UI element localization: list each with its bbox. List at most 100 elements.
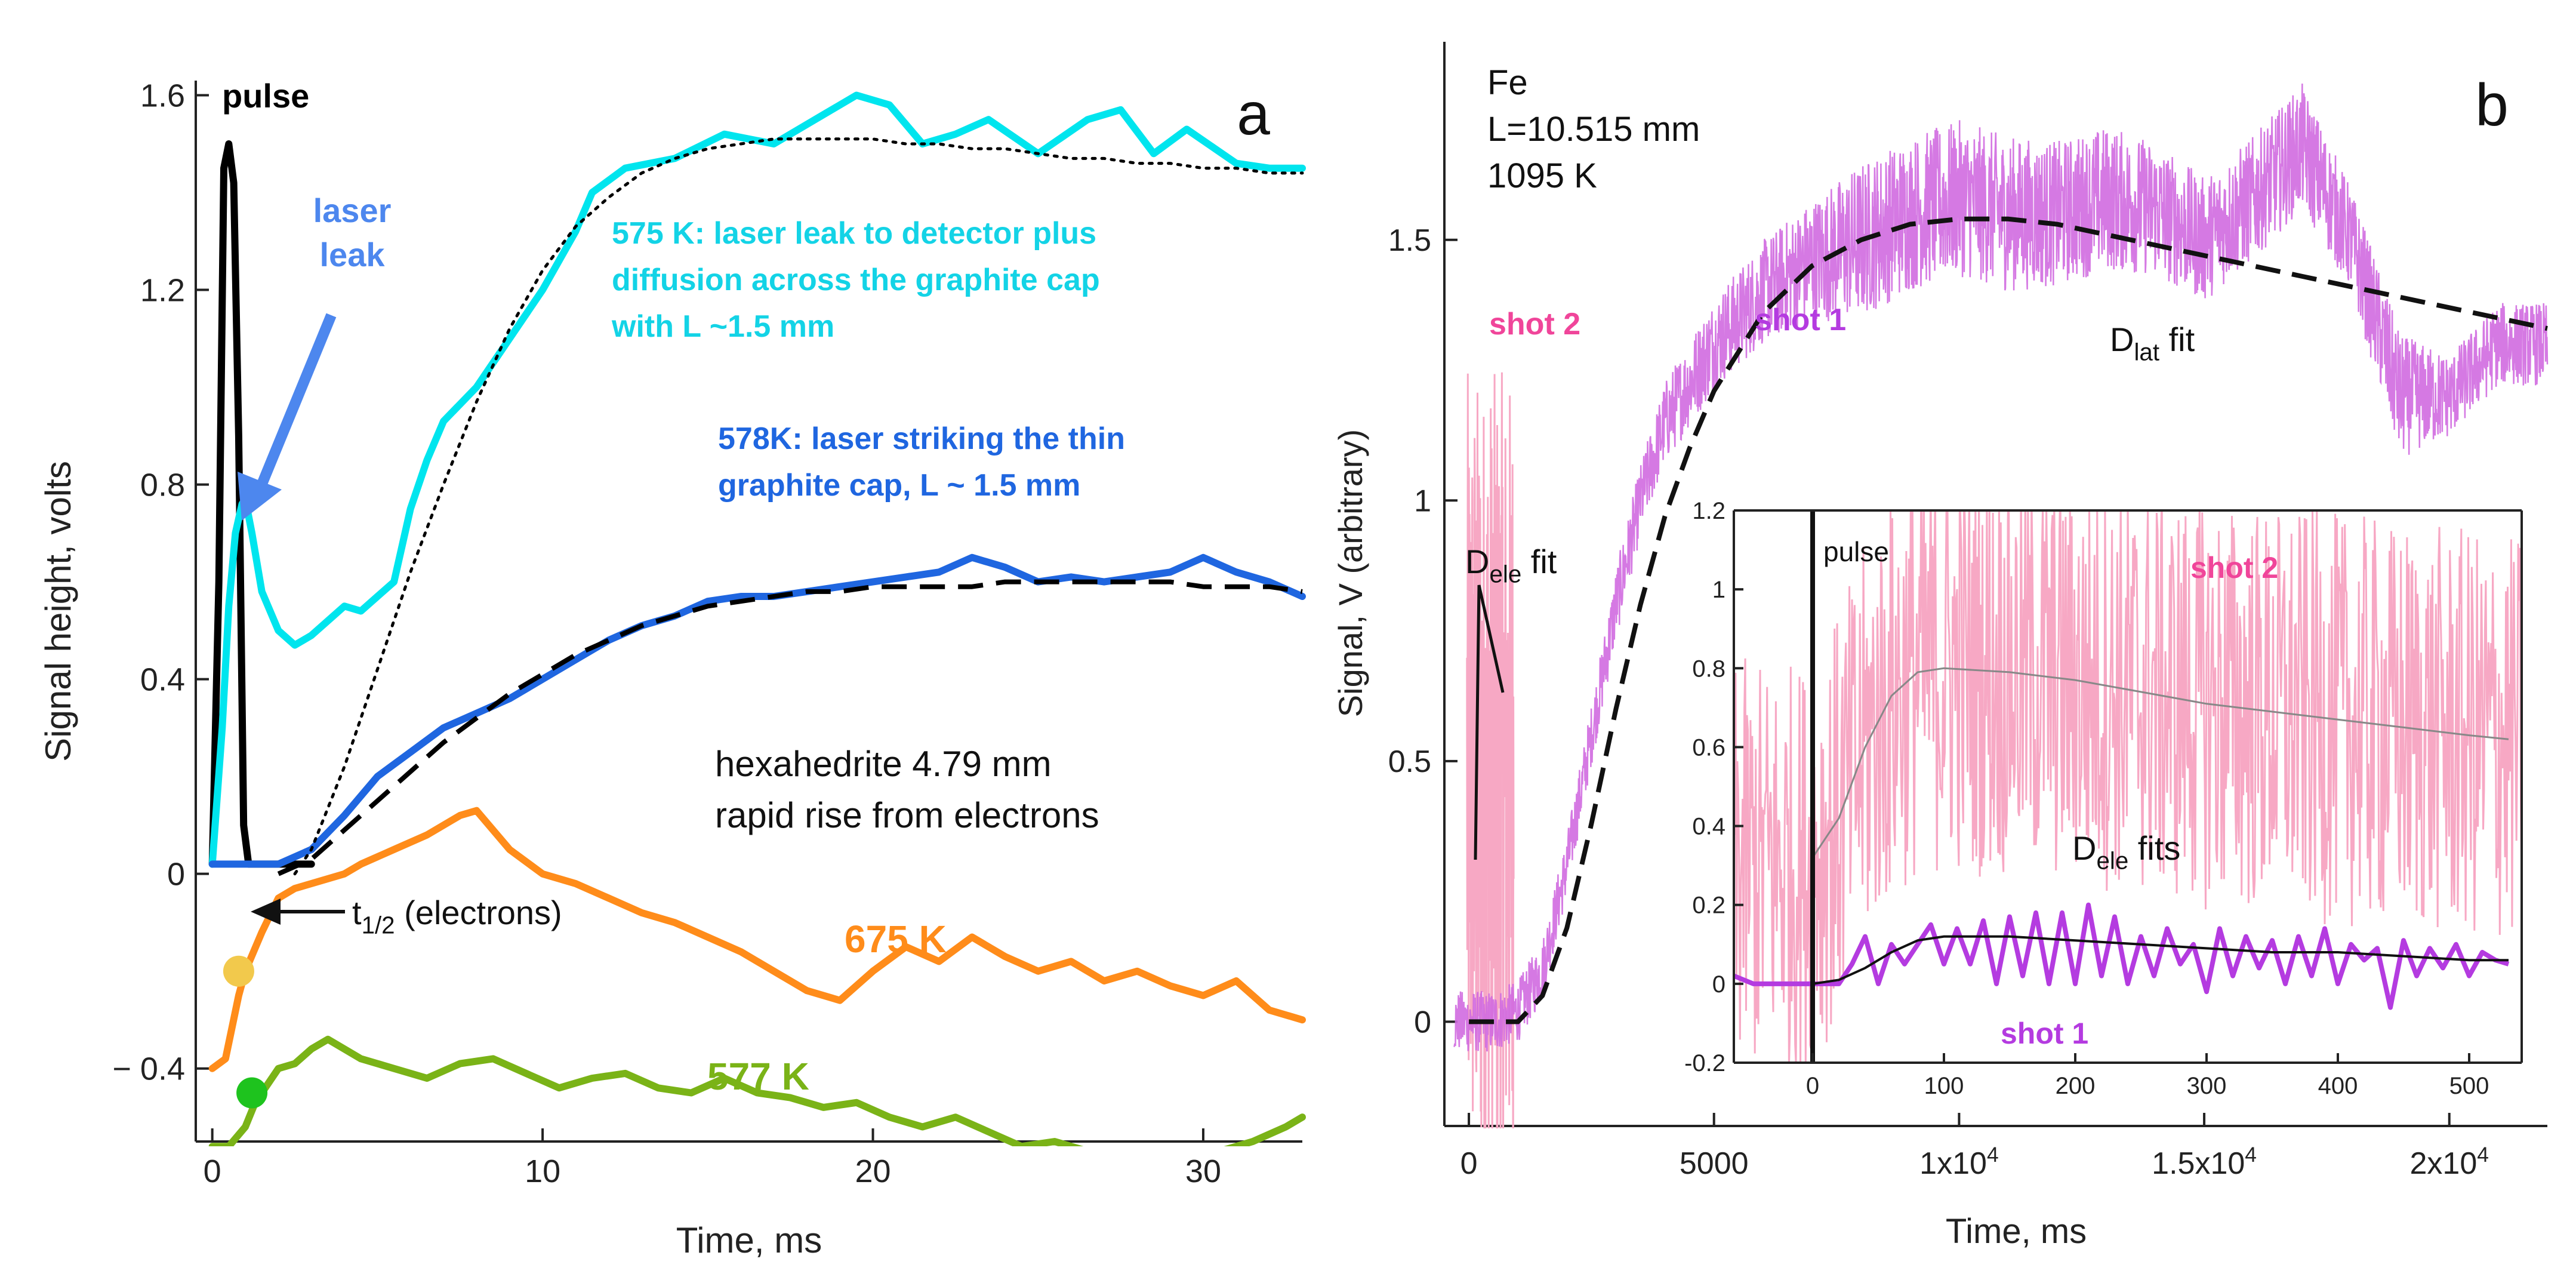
x-tick-label: 300 [2187,1073,2227,1099]
annotation-cyan-note-line-0: 575 K: laser leak to detector plus [612,216,1096,251]
x-tick-label: 200 [2056,1073,2096,1099]
label-dele-fit-suffix: fit [1521,543,1557,580]
annotation-laser-leak-line-1: leak [320,236,386,273]
x-axis-title: Time, ms [676,1220,822,1260]
annotation-cyan-note-line-1: diffusion across the graphite cap [612,263,1100,297]
x-tick-label: 30 [1185,1153,1221,1189]
dele-fit-pointer [1474,584,1505,860]
annotation-577k: 577 K [707,1055,809,1098]
x-tick-label-exp: 4 [1987,1143,1999,1167]
x-tick-label-base: 1x10 [1919,1146,1987,1181]
series-line-3 [208,807,1306,1072]
inset-label-dele-fits-sub: ele [2096,847,2128,875]
inset-label-dele-fits-suffix: fits [2128,829,2180,867]
annotation-pulse: pulse [222,77,309,115]
x-tick-label-exp: 4 [2245,1143,2257,1167]
y-tick-label: 0 [1414,1005,1431,1040]
x-tick-label: 2x104 [2410,1143,2489,1181]
y-tick-label: 1.2 [140,272,185,308]
label-dele-fit: Dele fit [1465,543,1557,588]
label-dlat-fit-suffix: fit [2159,321,2195,358]
inset-shot1-line [1734,902,2510,1010]
label-dlat-fit-base: D [2110,321,2134,358]
series-line-5 [293,137,1304,876]
y-tick-label: 0.5 [1388,744,1431,779]
y-tick-label: 0.2 [1692,893,1725,919]
x-tick-label: 1x104 [1919,1143,1998,1181]
y-tick-label: 0.6 [1692,734,1725,761]
y-tick-label: 0.4 [1692,814,1725,840]
series-line-2 [208,553,1306,868]
plot-area-b [1453,83,2549,1128]
x-tick-label: 500 [2449,1073,2489,1099]
y-tick-label: 0.8 [1692,656,1725,682]
x-tick-label: 20 [855,1153,890,1189]
annotation-t-half-base: t [352,894,362,931]
y-tick-label: − 0.4 [112,1051,185,1087]
x-tick-label: 1.5x104 [2152,1143,2257,1181]
annotation-sample-note-line-0: hexahedrite 4.79 mm [715,744,1052,784]
inset-shot1-fit [1812,935,2509,985]
annotation-cyan-note-line-2: with L ~1.5 mm [611,309,834,344]
shot1-noise-trace [1453,83,2549,1052]
panel-label-a: a [1237,81,1270,147]
label-dele-fit-sub: ele [1489,561,1521,588]
inset-label-shot2: shot 2 [2190,551,2278,584]
inset: 0 100 200 300 400 500 -0.2 0 0.2 0.4 0.6 0.8 1 1.2 pul… [1684,498,2523,1099]
series-line-1 [208,91,1306,868]
y-tick-label: 1.6 [140,78,185,113]
series-line-4 [208,1035,1306,1146]
dlat-fit-line [1469,216,2548,1024]
y-tick-label: 1.2 [1692,498,1725,524]
y-axis-title: Signal, V (arbitrary) [1332,429,1369,717]
laser-leak-arrow-shaft [257,313,337,485]
annotation-sample-note-line-1: rapid rise from electrons [715,795,1099,835]
sample-info-line-0: Fe [1487,63,1528,102]
x-tick-label-exp: 4 [2477,1143,2489,1167]
y-tick-label: 1 [1712,577,1725,603]
annotation-blue-note-line-1: graphite cap, L ~ 1.5 mm [718,468,1080,503]
x-tick-label-base: 1.5x10 [2152,1146,2245,1181]
plot-area-a [208,91,1306,1146]
label-dlat-fit: Dlat fit [2110,321,2195,366]
shot2-noise-trace [1466,372,1515,1128]
y-tick-label: 1 [1414,484,1431,519]
label-shot2-b: shot 2 [1489,307,1580,341]
panel-a: 0 10 20 30 − 0.4 0 0.4 0.8 1.2 1.6 Time, ms Signal … [38,77,1306,1260]
y-tick-label: 0 [167,857,185,893]
inset-shot2-noise [1734,510,2522,1063]
panel-label-b: b [2475,72,2509,139]
inset-label-dele-fits: Dele fits [2072,829,2180,875]
x-tick-label: 0 [204,1153,221,1189]
marker-point-1 [236,1077,268,1109]
label-dlat-fit-sub: lat [2134,339,2159,366]
x-tick-label: 10 [525,1153,560,1189]
inset-shot2-fit [1811,667,2509,859]
x-tick-label: 5000 [1680,1146,1749,1181]
sample-info-line-2: 1095 K [1487,156,1597,195]
x-tick-label: 0 [1460,1146,1478,1181]
x-tick-label: 400 [2318,1073,2358,1099]
inset-label-pulse: pulse [1823,536,1889,567]
label-dele-fit-base: D [1465,543,1489,580]
x-tick-label: 0 [1806,1073,1819,1099]
annotation-blue-note-line-0: 578K: laser striking the thin [718,421,1125,456]
series-line-6 [277,579,1303,876]
y-tick-label: -0.2 [1684,1050,1725,1076]
inset-label-dele-fits-base: D [2072,829,2096,867]
x-tick-label: 100 [1924,1073,1964,1099]
y-tick-label: 0 [1712,971,1725,998]
sample-info-line-1: L=10.515 mm [1487,110,1700,149]
annotation-675k: 675 K [845,918,947,961]
y-tick-label: 1.5 [1388,223,1431,258]
annotation-laser-leak-line-0: laser [313,192,392,229]
y-axis-title: Signal height, volts [38,461,78,762]
annotation-t-half: t1/2 (electrons) [352,894,562,939]
y-tick-label: 0.8 [140,467,185,503]
y-tick-label: 0.4 [140,662,185,698]
laser-leak-arrow-head [238,472,282,521]
annotation-t-half-suffix: (electrons) [395,894,562,931]
x-tick-label-base: 2x10 [2410,1146,2478,1181]
